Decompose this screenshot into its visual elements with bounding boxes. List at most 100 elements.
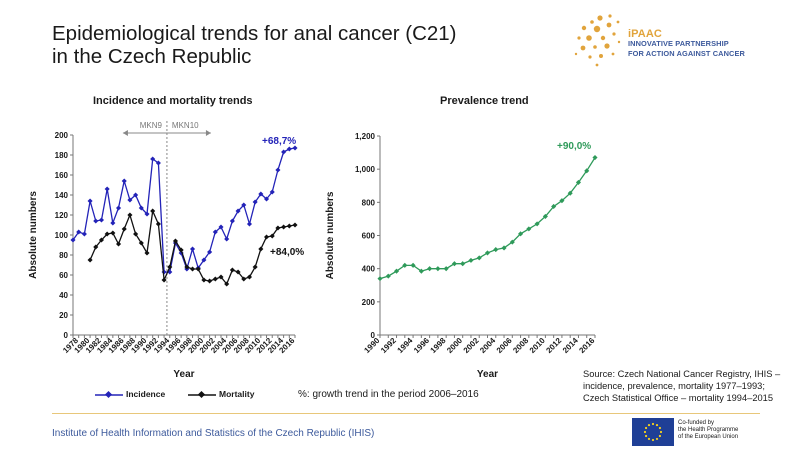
chart1-y-tick-label: 180 — [55, 151, 69, 160]
mortality-point — [212, 276, 218, 282]
mortality-point — [286, 223, 292, 229]
eu-star — [655, 437, 659, 441]
mortality-point — [87, 257, 93, 263]
incidence-point — [292, 145, 298, 151]
chart2-x-tick-label: 2010 — [528, 336, 547, 355]
source-line-3: Czech Statistical Office – mortality 199… — [583, 393, 773, 403]
mortality-point — [189, 266, 196, 272]
incidence-point — [218, 224, 224, 230]
source-line-2: incidence, prevalence, mortality 1977–19… — [583, 381, 765, 391]
chart2-y-axis-title: Absolute numbers — [325, 191, 336, 279]
prevalence-line — [379, 157, 596, 280]
incidence-point — [150, 156, 156, 162]
incidence-point — [155, 160, 161, 166]
eu-star — [647, 437, 651, 441]
chart2-y-tick-label: 400 — [362, 265, 376, 274]
eu-flag-icon — [632, 418, 674, 446]
incidence-point — [246, 221, 253, 227]
chart2-x-tick-label: 2016 — [577, 336, 596, 355]
mortality-point — [104, 231, 110, 237]
incidence-point — [229, 218, 235, 224]
chart2-y-tick-label: 0 — [371, 331, 376, 340]
incidence-point — [224, 236, 230, 242]
title-line-2: in the Czech Republic — [52, 45, 252, 68]
prevalence-point — [377, 276, 383, 282]
source-text: Source: Czech National Cancer Registry, … — [583, 368, 795, 404]
mortality-point — [241, 276, 247, 282]
chart1-y-tick-label: 200 — [55, 131, 69, 140]
mkn10-label: MKN10 — [172, 121, 199, 130]
chart2-title: Prevalence trend — [440, 95, 529, 107]
incidence-point — [138, 205, 144, 211]
logo-line-1: INNOVATIVE PARTNERSHIP — [628, 39, 729, 49]
footer-institute: Institute of Health Information and Stat… — [52, 428, 375, 439]
legend-mortality-marker — [188, 390, 216, 399]
incidence-point — [93, 218, 99, 224]
eu-star — [644, 426, 648, 430]
chart2-x-tick-label: 2012 — [544, 336, 563, 355]
incidence-point — [281, 149, 287, 155]
prevalence-point — [393, 268, 400, 274]
mortality-point — [172, 238, 179, 244]
chart2-y-tick-label: 600 — [362, 232, 376, 241]
logo-brand: iPAAC — [628, 28, 662, 40]
logo-line-2: FOR ACTION AGAINST CANCER — [628, 48, 745, 58]
legend-mortality: Mortality — [219, 389, 255, 399]
chart1-y-tick-label: 20 — [59, 311, 68, 320]
mortality-point — [178, 247, 184, 253]
incidence-point — [110, 220, 116, 226]
mkn-arrow-left-head — [122, 130, 128, 136]
eu-line-3: of the European Union — [678, 434, 739, 440]
prevalence-point — [476, 255, 482, 261]
chart2-x-tick-label: 1990 — [362, 336, 381, 355]
mortality-point — [224, 281, 230, 287]
chart1-y-tick-label: 120 — [55, 211, 69, 220]
mortality-point — [275, 225, 281, 231]
incidence-point — [263, 196, 270, 202]
incidence-point — [235, 208, 241, 214]
incidence-point — [286, 146, 292, 152]
mortality-point — [127, 212, 133, 218]
growth-note: %: growth trend in the period 2006–2016 — [298, 389, 479, 400]
prevalence-point — [402, 262, 408, 268]
source-line-1: Source: Czech National Cancer Registry, … — [583, 369, 781, 379]
chart1-x-axis-title: Year — [173, 369, 194, 380]
prevalence-point — [484, 250, 491, 256]
mortality-point — [93, 244, 99, 250]
mortality-point — [195, 266, 201, 272]
mortality-point — [218, 274, 224, 280]
prevalence-growth-label: +90,0% — [557, 141, 591, 152]
incidence-point — [275, 167, 281, 173]
eu-star — [658, 426, 662, 430]
chart2-x-tick-label: 1994 — [396, 336, 415, 355]
mortality-growth-label: +84,0% — [270, 247, 304, 258]
eu-cofunded-text: Co-funded by the Health Programme of the… — [678, 420, 738, 441]
mortality-point — [133, 231, 139, 237]
prevalence-point — [559, 198, 565, 204]
chart2-x-tick-label: 1992 — [379, 336, 398, 355]
prevalence-point — [385, 273, 391, 279]
eu-star — [659, 430, 663, 434]
incidence-growth-label: +68,7% — [262, 136, 296, 147]
prevalence-point — [418, 268, 424, 274]
eu-star — [644, 434, 648, 438]
prevalence-point — [468, 257, 474, 263]
legend-incidence: Incidence — [126, 389, 166, 399]
mortality-point — [110, 230, 116, 236]
mortality-point — [207, 278, 213, 284]
mortality-point — [281, 224, 287, 230]
incidence-point — [212, 229, 218, 235]
prevalence-point — [410, 262, 416, 268]
eu-star — [651, 438, 655, 442]
eu-star — [651, 422, 655, 426]
eu-line-2: the Health Programme — [678, 427, 739, 433]
chart2-y-tick-label: 800 — [362, 198, 376, 207]
chart2-y-tick-label: 1,000 — [355, 165, 376, 174]
prevalence-point — [460, 261, 466, 267]
prevalence-point — [451, 261, 457, 267]
chart1-y-tick-label: 0 — [64, 331, 69, 340]
chart1-y-tick-label: 160 — [55, 171, 69, 180]
chart2-x-tick-label: 1996 — [412, 336, 431, 355]
prevalence-point — [427, 266, 433, 272]
